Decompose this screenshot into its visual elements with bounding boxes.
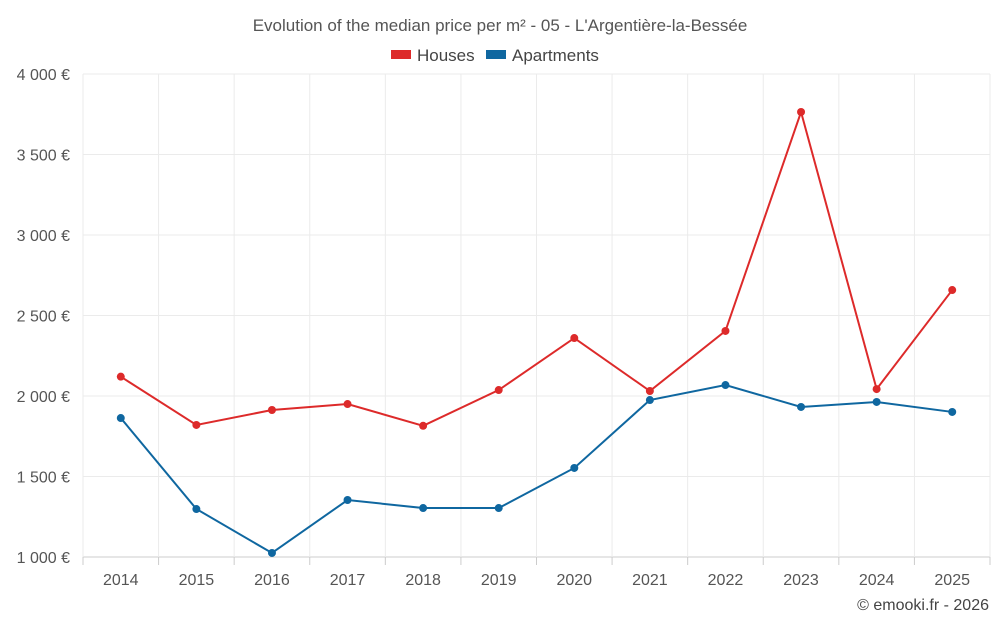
- legend-swatch-apartments: [486, 50, 506, 59]
- data-point-apartments: [570, 463, 579, 472]
- x-tick-label: 2022: [708, 572, 744, 589]
- x-tick-label: 2019: [481, 572, 517, 589]
- data-point-apartments: [494, 504, 503, 513]
- data-point-apartments: [872, 397, 881, 406]
- data-point-apartments: [721, 381, 730, 390]
- series-line-houses: [120, 108, 954, 427]
- data-point-houses: [494, 386, 503, 395]
- y-tick-label: 3 000 €: [17, 228, 70, 245]
- y-tick-label: 1 500 €: [17, 470, 70, 487]
- legend-swatch-houses: [391, 50, 411, 59]
- data-point-houses: [343, 400, 352, 409]
- data-point-houses: [267, 406, 276, 415]
- x-tick-label: 2024: [859, 572, 895, 589]
- legend-label-houses: Houses: [417, 46, 475, 65]
- data-point-houses: [721, 326, 730, 335]
- data-point-houses: [872, 385, 881, 394]
- x-tick-label: 2021: [632, 572, 668, 589]
- x-tick-label: 2025: [934, 572, 970, 589]
- legend-label-apartments: Apartments: [512, 46, 599, 65]
- y-tick-label: 4 000 €: [17, 67, 70, 84]
- data-point-apartments: [797, 402, 806, 411]
- data-point-apartments: [645, 396, 654, 405]
- x-tick-label: 2018: [405, 572, 441, 589]
- axes: 1 000 € 1 500 € 2 000 € 2 500 € 3 000 € 3 500…: [17, 67, 970, 589]
- data-point-apartments: [948, 407, 957, 416]
- series-line-apartments: [120, 384, 953, 555]
- credit: © emooki.fr - 2026: [857, 597, 989, 614]
- legend: Houses Apartments: [391, 46, 599, 65]
- x-tick-label: 2023: [783, 572, 819, 589]
- data-point-houses: [948, 286, 957, 295]
- series-group: [116, 107, 957, 557]
- x-tick-label: 2017: [330, 572, 366, 589]
- grid: [82, 73, 991, 565]
- data-point-houses: [116, 372, 125, 381]
- x-tick-label: 2014: [103, 572, 139, 589]
- data-point-apartments: [192, 505, 201, 514]
- y-tick-label: 1 000 €: [17, 550, 70, 567]
- y-tick-label: 2 000 €: [17, 389, 70, 406]
- x-tick-label: 2020: [556, 572, 592, 589]
- data-point-apartments: [343, 496, 352, 505]
- x-tick-label: 2016: [254, 572, 290, 589]
- data-point-houses: [570, 334, 579, 343]
- y-tick-label: 3 500 €: [17, 148, 70, 165]
- x-tick-label: 2015: [179, 572, 215, 589]
- y-tick-label: 2 500 €: [17, 309, 70, 326]
- data-point-apartments: [116, 414, 125, 423]
- data-point-apartments: [267, 548, 276, 557]
- chart-title: Evolution of the median price per m² - 0…: [253, 16, 748, 35]
- data-point-houses: [645, 387, 654, 396]
- data-point-apartments: [419, 504, 428, 513]
- data-point-houses: [419, 421, 428, 430]
- data-point-houses: [797, 107, 806, 116]
- data-point-houses: [192, 420, 201, 429]
